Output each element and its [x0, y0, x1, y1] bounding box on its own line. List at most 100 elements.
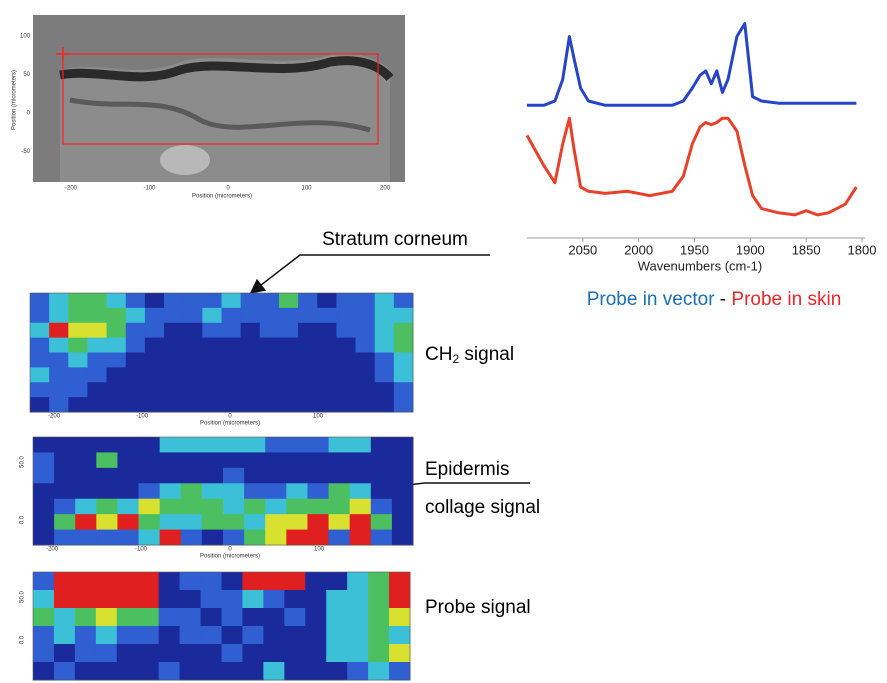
heatmap-cell — [370, 529, 393, 546]
heatmap-cell — [158, 590, 181, 609]
heatmap-cell — [144, 367, 165, 383]
heatmap-cell — [263, 590, 285, 609]
heatmap-cell — [263, 572, 285, 591]
heatmap-cell — [355, 293, 376, 309]
heatmap-cell — [317, 352, 337, 368]
heatmap-cell — [223, 437, 245, 453]
heatmap-cell — [117, 437, 140, 453]
heatmap-cell — [307, 498, 330, 515]
heatmap-cell — [125, 307, 146, 324]
heatmap-cell — [328, 467, 351, 484]
heatmap-cell — [158, 608, 181, 627]
heatmap-cell — [391, 437, 414, 453]
heatmap-cell — [106, 307, 127, 324]
heatmap-cell — [74, 572, 97, 591]
heatmap-y-tick: 0.0 — [20, 515, 26, 524]
heatmap-x-tick: 100 — [313, 414, 324, 420]
heatmap-cell — [305, 644, 327, 663]
heatmap-cell — [68, 307, 88, 324]
heatmap-cell — [336, 397, 357, 413]
heatmap-cell — [75, 467, 97, 484]
heatmap-cell — [75, 452, 97, 469]
heatmap-cell — [180, 437, 203, 453]
heatmap-cell — [202, 352, 222, 368]
heatmap-cell — [158, 572, 181, 591]
heatmap-cell — [96, 452, 118, 469]
heatmap-cell — [278, 367, 299, 383]
heatmap-cell — [389, 590, 411, 609]
heatmap-cell — [87, 337, 108, 353]
heatmap-cell — [49, 293, 69, 309]
heatmap-cell — [183, 337, 203, 353]
heatmap-cell — [317, 367, 337, 383]
heatmap-cell — [263, 662, 285, 681]
heatmap-cell — [389, 644, 411, 663]
heatmap-cell — [347, 626, 369, 645]
heatmap-cell — [138, 498, 161, 515]
heatmap-cell — [240, 397, 261, 413]
heatmap-cell — [355, 337, 376, 353]
heatmap-cell — [159, 498, 182, 515]
heatmap-cell — [374, 307, 395, 324]
heatmap-cell — [265, 514, 287, 531]
stratum-arrow — [249, 254, 490, 294]
heatmap-cell — [75, 483, 97, 500]
heatmap-cell — [278, 397, 299, 413]
heatmap-cell — [307, 529, 330, 546]
heatmap-cell — [307, 467, 330, 484]
heatmap-cell — [242, 572, 264, 591]
heatmap-cell — [393, 322, 414, 339]
heatmap-cell — [68, 352, 88, 368]
heatmap-cell — [33, 467, 55, 484]
image-y-tick: 0 — [27, 111, 31, 117]
heatmap-cell — [284, 662, 306, 681]
heatmap-cell — [125, 352, 146, 368]
heatmap-cell — [87, 307, 108, 324]
heatmap-cell — [336, 293, 357, 309]
heatmap-cell — [389, 608, 411, 627]
heatmap-cell — [159, 514, 182, 531]
heatmap-cell — [144, 307, 165, 324]
heatmap-cell — [30, 352, 50, 368]
heatmap-cell — [54, 498, 76, 515]
heatmap-cell — [106, 397, 127, 413]
heatmap-cell — [33, 590, 55, 609]
heatmap-cell — [201, 514, 224, 531]
heatmap-cell — [370, 467, 393, 484]
heatmap-cell — [54, 452, 76, 469]
heatmap-cell — [240, 382, 261, 398]
heatmap-cell — [54, 483, 76, 500]
heatmap-x-tick: -200 — [48, 414, 61, 420]
heatmap-cell — [183, 367, 203, 383]
image-y-tick: 100 — [20, 34, 31, 40]
heatmap-cell — [164, 352, 184, 368]
heatmap-cell — [54, 514, 76, 531]
heatmap-cell — [75, 514, 97, 531]
heatmap-cell — [95, 608, 118, 627]
heatmap-cell — [240, 322, 261, 339]
heatmap-cell — [53, 572, 76, 591]
heatmap-cell — [326, 572, 348, 591]
heatmap-cell — [298, 293, 318, 309]
heatmap-cell — [179, 608, 202, 627]
heatmap-cell — [223, 498, 245, 515]
heatmap-cell — [298, 367, 318, 383]
heatmap-cell — [355, 367, 376, 383]
heatmap-cell — [223, 452, 245, 469]
heatmap-cell — [54, 467, 76, 484]
heatmap-x-tick: 0 — [228, 547, 232, 553]
heatmap-cell — [49, 307, 69, 324]
x-tick-label: 2050 — [568, 242, 597, 257]
heatmap-cell — [355, 397, 376, 413]
heatmap-cell — [96, 498, 118, 515]
heatmap-cell — [370, 452, 393, 469]
heatmap-cell — [259, 322, 280, 339]
legend: Probe in vector - Probe in skin — [587, 289, 842, 310]
heatmap-cell — [374, 352, 395, 368]
heatmap-cell — [391, 483, 414, 500]
heatmap-cell — [278, 293, 299, 309]
heatmap-cell — [240, 367, 261, 383]
heatmap-cell — [347, 644, 369, 663]
heatmap-cell — [286, 529, 308, 546]
image-x-tick: 100 — [301, 186, 312, 192]
